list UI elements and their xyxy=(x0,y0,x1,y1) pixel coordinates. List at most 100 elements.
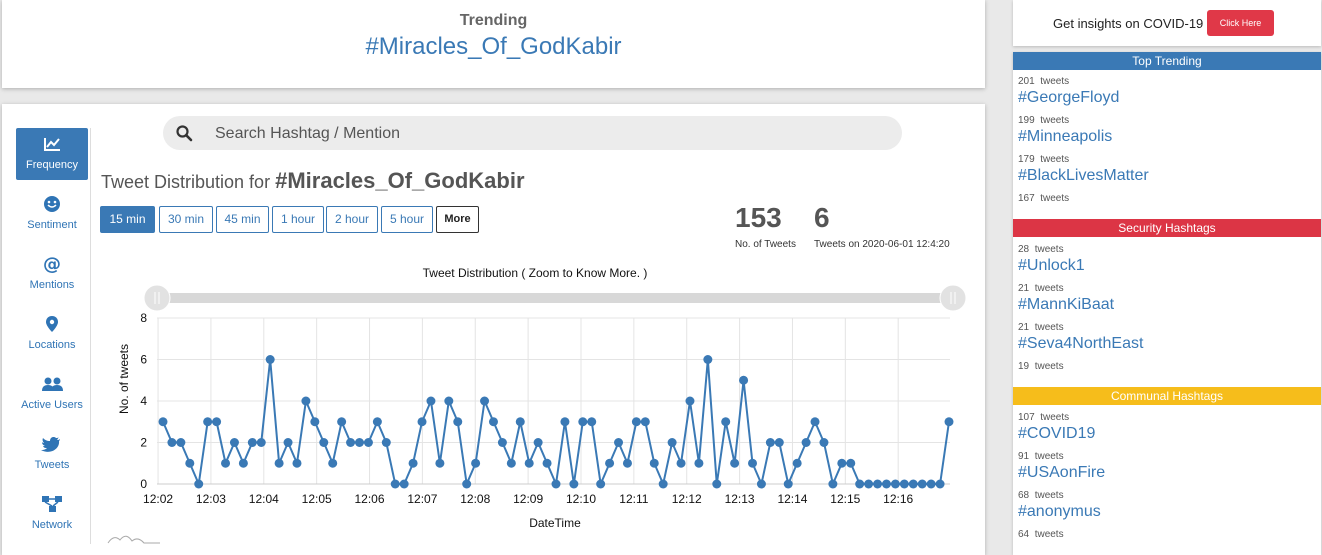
data-point[interactable] xyxy=(247,438,257,447)
interval-5hour-button[interactable]: 5 hour xyxy=(381,206,433,233)
hashtag-link[interactable]: #anonymus xyxy=(1018,503,1101,520)
data-point[interactable] xyxy=(837,458,847,468)
zoom-slider[interactable] xyxy=(143,284,967,312)
data-point[interactable] xyxy=(944,417,954,427)
data-point[interactable] xyxy=(256,438,266,447)
data-point[interactable] xyxy=(578,417,588,427)
data-point[interactable] xyxy=(355,438,364,447)
data-point[interactable] xyxy=(524,458,534,468)
hashtag-list-item[interactable]: 91 tweets #USAonFire xyxy=(1013,449,1321,488)
data-point[interactable] xyxy=(756,479,766,489)
data-point[interactable] xyxy=(792,458,802,468)
data-point[interactable] xyxy=(533,438,543,447)
data-point[interactable] xyxy=(730,458,740,468)
data-point[interactable] xyxy=(515,417,525,427)
interval-30min-button[interactable]: 30 min xyxy=(159,206,213,233)
more-intervals-button[interactable]: More xyxy=(436,206,479,233)
data-point[interactable] xyxy=(810,417,820,427)
nav-frequency[interactable]: Frequency xyxy=(16,128,88,180)
nav-sentiment[interactable]: Sentiment xyxy=(16,188,88,240)
data-point[interactable] xyxy=(783,479,793,489)
data-point[interactable] xyxy=(194,479,204,489)
data-point[interactable] xyxy=(890,479,900,489)
data-point[interactable] xyxy=(819,438,829,447)
search-input[interactable] xyxy=(213,120,877,148)
data-point[interactable] xyxy=(640,417,650,427)
data-point[interactable] xyxy=(542,458,552,468)
data-point[interactable] xyxy=(748,458,757,468)
hashtag-list-item[interactable]: 19 tweets xyxy=(1013,359,1321,398)
hashtag-list-item[interactable]: 21 tweets #Seva4NorthEast xyxy=(1013,320,1321,359)
data-point[interactable] xyxy=(926,479,936,489)
data-point[interactable] xyxy=(408,458,418,468)
data-point[interactable] xyxy=(435,458,445,468)
nav-mentions[interactable]: @ Mentions xyxy=(16,248,88,300)
data-point[interactable] xyxy=(444,396,454,406)
data-point[interactable] xyxy=(864,479,874,489)
data-point[interactable] xyxy=(774,438,784,447)
data-point[interactable] xyxy=(399,479,409,489)
data-point[interactable] xyxy=(935,479,945,489)
data-point[interactable] xyxy=(569,479,579,489)
hashtag-link[interactable]: #Unlock1 xyxy=(1018,257,1085,274)
data-point[interactable] xyxy=(203,417,213,427)
data-point[interactable] xyxy=(694,458,704,468)
data-point[interactable] xyxy=(765,438,775,447)
data-point[interactable] xyxy=(417,417,427,427)
mini-navigator-preview[interactable] xyxy=(107,535,160,544)
data-point[interactable] xyxy=(631,417,641,427)
data-point[interactable] xyxy=(167,438,177,447)
data-point[interactable] xyxy=(587,417,597,427)
data-point[interactable] xyxy=(855,479,865,489)
data-point[interactable] xyxy=(274,458,284,468)
data-point[interactable] xyxy=(346,438,356,447)
data-point[interactable] xyxy=(605,458,615,468)
data-point[interactable] xyxy=(363,438,373,447)
data-point[interactable] xyxy=(881,479,891,489)
data-point[interactable] xyxy=(801,438,811,447)
data-point[interactable] xyxy=(158,417,168,427)
data-point[interactable] xyxy=(212,417,222,427)
data-point[interactable] xyxy=(185,458,195,468)
search-icon[interactable] xyxy=(175,124,193,142)
hashtag-list-item[interactable]: 199 tweets #Minneapolis xyxy=(1013,113,1321,152)
data-point[interactable] xyxy=(506,458,516,468)
hashtag-link[interactable]: #BlackLivesMatter xyxy=(1018,167,1149,184)
data-point[interactable] xyxy=(372,417,382,427)
data-point[interactable] xyxy=(846,458,856,468)
data-point[interactable] xyxy=(703,355,713,364)
data-point[interactable] xyxy=(828,479,838,489)
data-point[interactable] xyxy=(667,438,677,447)
data-point[interactable] xyxy=(301,396,311,406)
zoom-handle-left[interactable] xyxy=(143,284,171,312)
hashtag-list-item[interactable]: 21 tweets #MannKiBaat xyxy=(1013,281,1321,320)
data-point[interactable] xyxy=(917,479,927,489)
data-point[interactable] xyxy=(265,355,275,364)
interval-45min-button[interactable]: 45 min xyxy=(216,206,269,233)
data-point[interactable] xyxy=(310,417,320,427)
hashtag-link[interactable]: #MannKiBaat xyxy=(1018,296,1115,313)
nav-active-users[interactable]: Active Users xyxy=(16,368,88,420)
data-point[interactable] xyxy=(471,458,481,468)
data-point[interactable] xyxy=(328,458,338,468)
trending-hashtag[interactable]: #Miracles_Of_GodKabir xyxy=(365,33,622,60)
tweet-distribution-chart[interactable]: Tweet Distribution ( Zoom to Know More. … xyxy=(100,262,970,552)
nav-network[interactable]: Network xyxy=(16,488,88,540)
data-point[interactable] xyxy=(596,479,606,489)
data-point[interactable] xyxy=(649,458,659,468)
interval-2hour-button[interactable]: 2 hour xyxy=(326,206,378,233)
hashtag-list-item[interactable]: 167 tweets xyxy=(1013,191,1321,230)
zoom-handle-right[interactable] xyxy=(939,284,967,312)
data-point[interactable] xyxy=(283,438,293,447)
data-point[interactable] xyxy=(622,458,632,468)
data-point[interactable] xyxy=(873,479,883,489)
zoom-track[interactable] xyxy=(157,293,953,303)
hashtag-link[interactable]: #COVID19 xyxy=(1018,425,1096,442)
data-point[interactable] xyxy=(908,479,918,489)
nav-locations[interactable]: Locations xyxy=(16,308,88,360)
data-point[interactable] xyxy=(712,479,722,489)
interval-15min-button[interactable]: 15 min xyxy=(100,206,155,233)
data-point[interactable] xyxy=(685,396,695,406)
data-point[interactable] xyxy=(390,479,400,489)
hashtag-list-item[interactable]: 64 tweets xyxy=(1013,527,1321,555)
